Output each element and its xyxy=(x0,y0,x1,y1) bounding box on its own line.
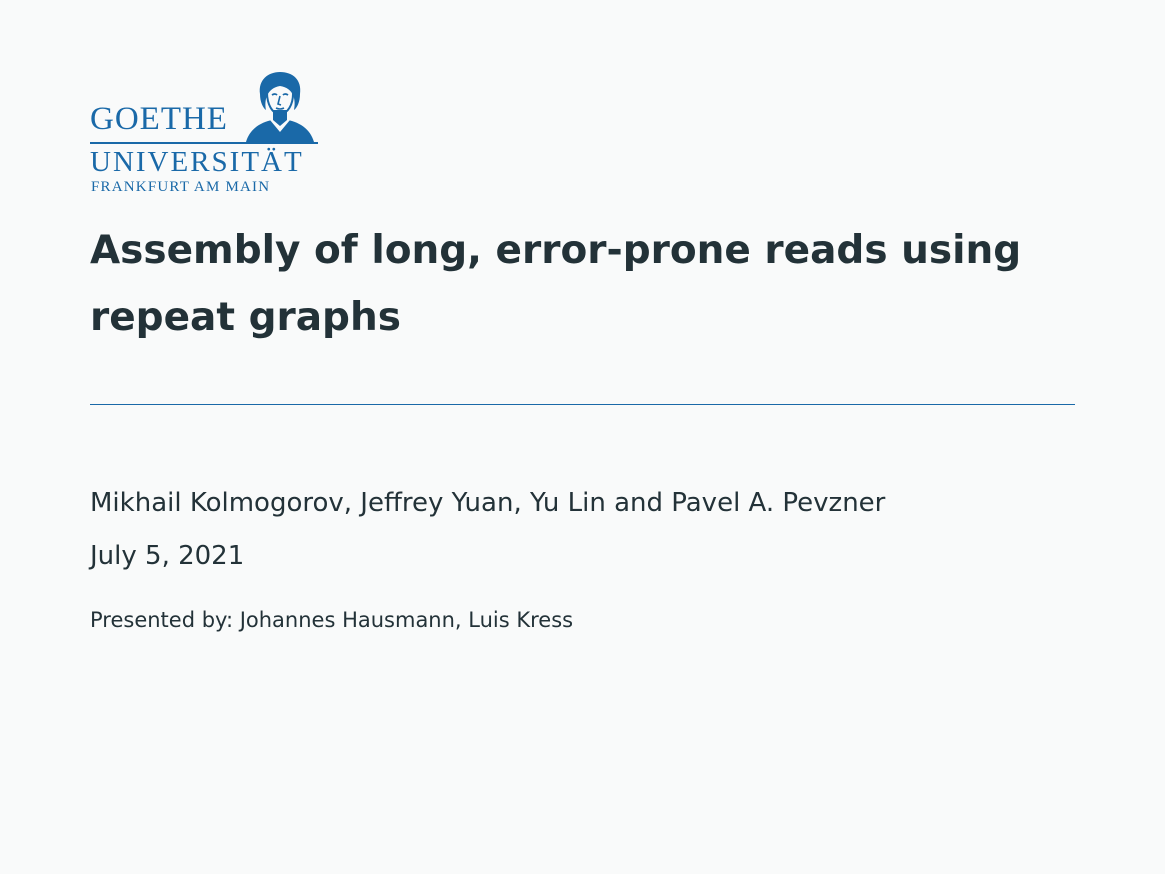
logo-universitaet-text: UNIVERSITÄT xyxy=(90,146,304,178)
authors: Mikhail Kolmogorov, Jeffrey Yuan, Yu Lin… xyxy=(90,488,886,518)
presentation-date: July 5, 2021 xyxy=(90,541,245,571)
presenters: Presented by: Johannes Hausmann, Luis Kr… xyxy=(90,608,574,632)
logo-city-text: FRANKFURT AM MAIN xyxy=(91,179,271,195)
university-logo: GOETHE UNIVERSITÄT FRANKFURT AM MAIN xyxy=(90,70,320,196)
logo-goethe-text: GOETHE xyxy=(90,101,228,137)
logo-rule xyxy=(90,142,318,144)
slide-title: Assembly of long, error-prone reads usin… xyxy=(90,228,1022,340)
goethe-portrait-icon xyxy=(246,72,314,142)
title-divider xyxy=(90,404,1075,405)
